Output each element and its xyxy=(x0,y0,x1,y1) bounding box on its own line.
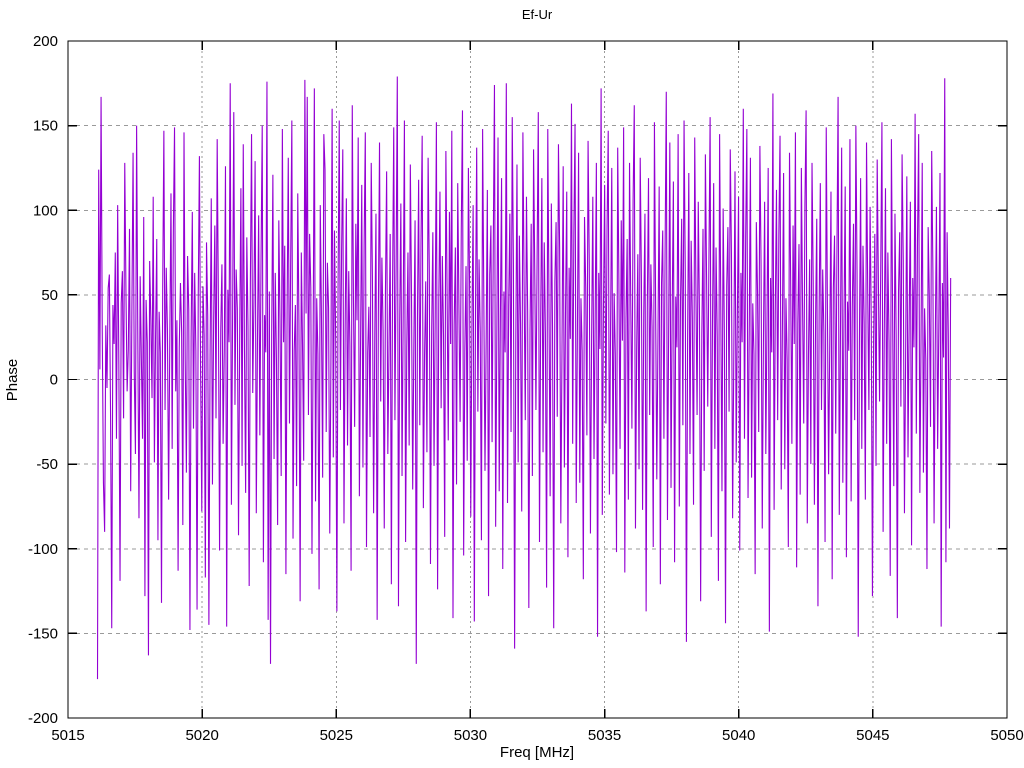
y-axis-tick-labels: -200 -150 -100 -50 0 50 100 150 200 xyxy=(28,33,58,727)
y-tick-label: 0 xyxy=(50,372,58,389)
y-tick-label: 50 xyxy=(41,287,58,304)
x-axis-label: Freq [MHz] xyxy=(500,744,574,761)
y-tick-label: -50 xyxy=(36,456,58,473)
data-series-line xyxy=(96,76,952,680)
y-tick-label: 150 xyxy=(33,118,58,135)
y-tick-label: 100 xyxy=(33,202,58,219)
y-axis-label: Phase xyxy=(4,359,21,402)
x-tick-label: 5035 xyxy=(588,727,621,744)
x-tick-label: 5040 xyxy=(722,727,755,744)
data-series-layer xyxy=(96,76,952,680)
x-tick-label: 5020 xyxy=(185,727,218,744)
y-tick-label: -200 xyxy=(28,710,58,727)
x-tick-label: 5030 xyxy=(454,727,487,744)
x-axis-ticks xyxy=(67,41,1008,718)
y-tick-label: -150 xyxy=(28,625,58,642)
x-tick-label: 5015 xyxy=(51,727,84,744)
x-tick-label: 5045 xyxy=(856,727,889,744)
y-tick-label: -100 xyxy=(28,541,58,558)
x-tick-label: 5050 xyxy=(990,727,1023,744)
y-axis-ticks xyxy=(68,40,1007,719)
x-tick-label: 5025 xyxy=(320,727,353,744)
chart-title: Ef-Ur xyxy=(522,7,553,22)
y-tick-label: 200 xyxy=(33,33,58,50)
x-axis-tick-labels: 5015 5020 5025 5030 5035 5040 5045 5050 xyxy=(51,727,1023,744)
